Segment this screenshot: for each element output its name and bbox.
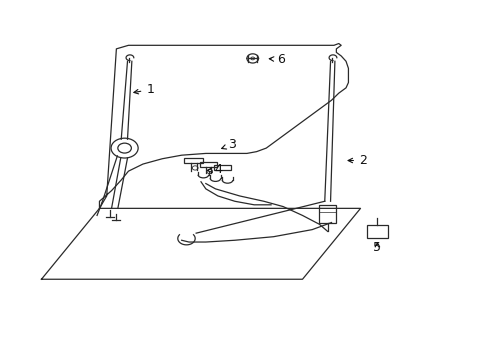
Text: 4: 4	[207, 163, 222, 176]
Bar	[366, 225, 387, 238]
Bar	[183, 158, 203, 163]
Text: 3: 3	[221, 138, 236, 151]
Text: 2: 2	[347, 154, 366, 167]
Bar	[214, 166, 231, 170]
Text: 1: 1	[134, 83, 154, 96]
Text: 5: 5	[373, 241, 381, 254]
Bar	[199, 162, 217, 167]
Bar	[318, 205, 336, 222]
Text: 6: 6	[269, 53, 284, 66]
